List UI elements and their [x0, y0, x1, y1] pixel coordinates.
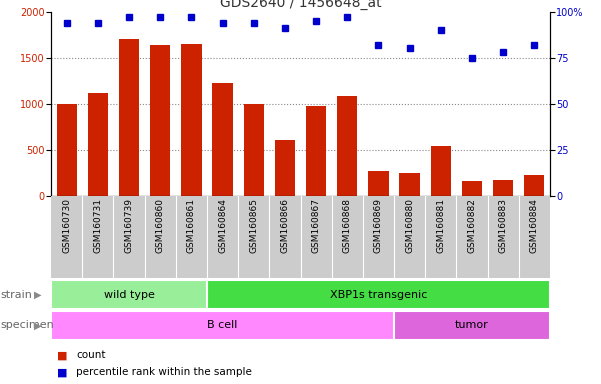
- Bar: [306, 106, 326, 196]
- Text: GSM160860: GSM160860: [156, 198, 165, 253]
- Text: GSM160864: GSM160864: [218, 198, 227, 253]
- Bar: [51, 311, 394, 340]
- Bar: [88, 93, 108, 196]
- Text: GSM160869: GSM160869: [374, 198, 383, 253]
- Bar: [400, 173, 419, 196]
- Text: GSM160866: GSM160866: [281, 198, 290, 253]
- Text: ▶: ▶: [34, 290, 41, 300]
- Text: GSM160882: GSM160882: [468, 198, 477, 253]
- Bar: [56, 104, 77, 196]
- Text: ■: ■: [57, 367, 67, 377]
- Text: strain: strain: [0, 290, 32, 300]
- Bar: [462, 181, 482, 196]
- Text: GSM160880: GSM160880: [405, 198, 414, 253]
- Text: GSM160884: GSM160884: [530, 198, 539, 253]
- Bar: [243, 104, 264, 196]
- Bar: [368, 171, 389, 196]
- Bar: [394, 311, 550, 340]
- Bar: [337, 96, 358, 196]
- Bar: [150, 45, 170, 196]
- Text: GSM160730: GSM160730: [62, 198, 71, 253]
- Bar: [119, 39, 139, 196]
- Bar: [524, 175, 545, 196]
- Text: GSM160861: GSM160861: [187, 198, 196, 253]
- Text: B cell: B cell: [207, 320, 238, 331]
- Bar: [493, 180, 513, 196]
- Text: count: count: [76, 350, 106, 360]
- Bar: [207, 280, 550, 309]
- Text: ▶: ▶: [34, 320, 41, 331]
- Text: GSM160868: GSM160868: [343, 198, 352, 253]
- Text: wild type: wild type: [103, 290, 154, 300]
- Bar: [212, 83, 233, 196]
- Bar: [51, 280, 207, 309]
- Text: XBP1s transgenic: XBP1s transgenic: [330, 290, 427, 300]
- Bar: [275, 140, 295, 196]
- Title: GDS2640 / 1456648_at: GDS2640 / 1456648_at: [220, 0, 381, 10]
- Text: ■: ■: [57, 350, 67, 360]
- Text: GSM160865: GSM160865: [249, 198, 258, 253]
- Bar: [182, 44, 201, 196]
- Text: GSM160881: GSM160881: [436, 198, 445, 253]
- Text: GSM160883: GSM160883: [499, 198, 508, 253]
- Bar: [431, 146, 451, 196]
- Text: tumor: tumor: [455, 320, 489, 331]
- Text: GSM160731: GSM160731: [93, 198, 102, 253]
- Text: GSM160867: GSM160867: [311, 198, 320, 253]
- Text: specimen: specimen: [0, 320, 53, 331]
- Text: percentile rank within the sample: percentile rank within the sample: [76, 367, 252, 377]
- Text: GSM160739: GSM160739: [124, 198, 133, 253]
